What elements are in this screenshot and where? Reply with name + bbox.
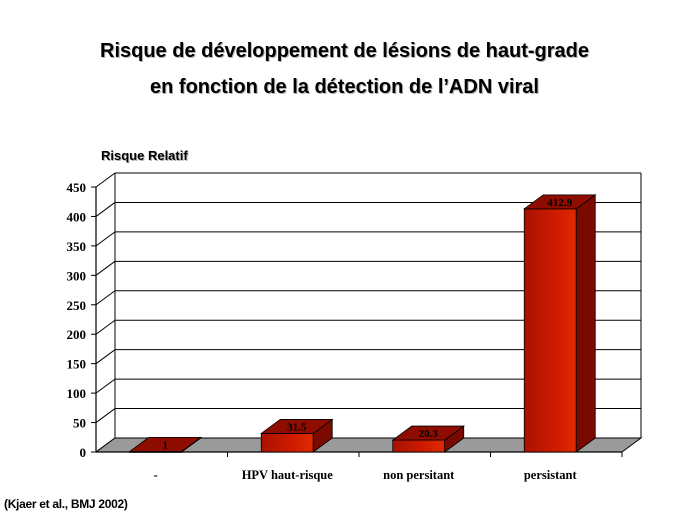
data-label-0: 1	[163, 439, 169, 451]
gridline-depth-300	[95, 260, 116, 276]
y-tick-label-300: 300	[67, 268, 87, 283]
data-label-3: 412.9	[547, 197, 572, 209]
citation: (Kjaer et al., BMJ 2002)	[4, 497, 128, 511]
x-tick-label-1: HPV haut-risque	[242, 468, 334, 482]
data-label-1: 31.5	[287, 421, 307, 433]
y-tick-label-250: 250	[67, 298, 87, 313]
bar-top-1	[260, 419, 334, 434]
y-tick-label-50: 50	[73, 416, 86, 431]
axes-layer: 0 50 100 150 200 250 300 350 400 450 - HPV haut-ris…	[67, 180, 623, 482]
x-tick-label-3: persistant	[524, 468, 578, 482]
bar-side-3	[575, 194, 596, 453]
x-tick-label-2: non persitant	[383, 468, 455, 482]
y-axis-label: Risque Relatif	[101, 148, 188, 163]
bar-top-0	[128, 437, 202, 452]
gridline-depth-100	[95, 378, 116, 394]
gridline-depth-50	[95, 408, 116, 423]
data-label-2: 20.3	[419, 428, 439, 440]
y-tick-label-100: 100	[67, 386, 87, 401]
gridline-depth-250	[95, 290, 116, 306]
bar-top-2	[391, 425, 465, 441]
y-tick-label-350: 350	[67, 239, 87, 254]
gridline-depth-200	[95, 319, 116, 335]
bar-front-2	[392, 439, 446, 453]
gridline-depth-450	[95, 172, 116, 188]
bar-front-1	[260, 433, 314, 453]
y-tick-label-150: 150	[67, 357, 87, 372]
y-tick-label-450: 450	[67, 180, 87, 195]
y-tick-label-400: 400	[67, 209, 87, 224]
bars-layer: 1 31.5 20.3 412.9	[128, 194, 597, 453]
x-tick-label-0: -	[154, 468, 158, 482]
y-tick-label-0: 0	[80, 445, 87, 460]
chart-title-line-1: Risque de développement de lésions de ha…	[100, 40, 589, 62]
gridline-depth-400	[95, 202, 116, 217]
bar-top-3	[523, 194, 597, 210]
gridline-depth-350	[95, 231, 116, 247]
y-tick-label-200: 200	[67, 327, 87, 342]
gridline-depth-150	[95, 349, 116, 365]
bar-front-3	[523, 208, 577, 453]
chart-title-line-2: en fonction de la détection de l’ADN vir…	[150, 76, 539, 98]
